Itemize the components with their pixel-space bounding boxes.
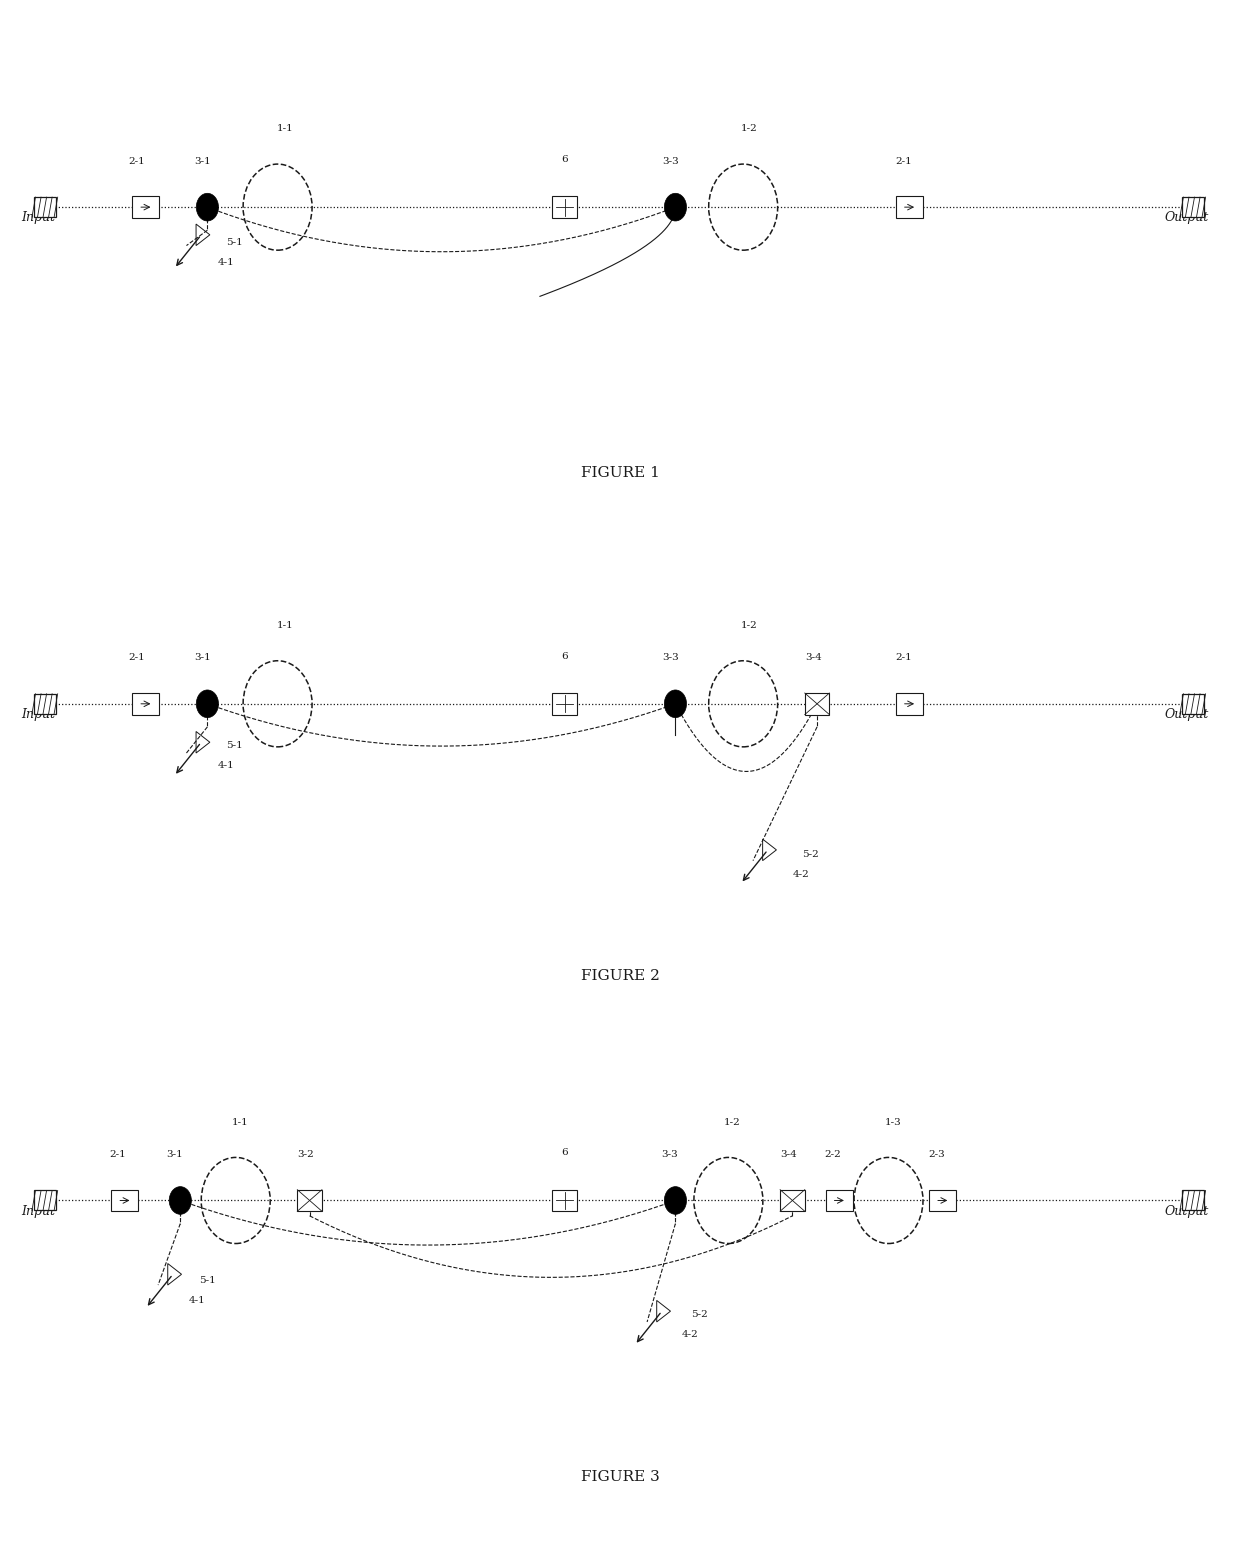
Bar	[552, 693, 577, 714]
Text: 2-1: 2-1	[895, 156, 911, 165]
Text: FIGURE 1: FIGURE 1	[580, 467, 660, 481]
Text: 2-3: 2-3	[929, 1150, 945, 1160]
Text: 1-2: 1-2	[742, 621, 758, 631]
Text: 3-3: 3-3	[662, 654, 678, 662]
Bar	[826, 1190, 853, 1211]
Circle shape	[665, 690, 687, 717]
Text: 1-1: 1-1	[277, 621, 294, 631]
Text: 5-1: 5-1	[198, 1275, 216, 1285]
Circle shape	[196, 690, 218, 717]
Text: 3-1: 3-1	[195, 156, 211, 165]
Text: 6: 6	[562, 652, 568, 660]
Bar	[133, 196, 160, 218]
Text: 2-2: 2-2	[825, 1150, 842, 1160]
Text: 1-2: 1-2	[742, 124, 758, 133]
Text: Input: Input	[21, 708, 56, 720]
Text: 2-1: 2-1	[129, 654, 145, 662]
Circle shape	[169, 1187, 191, 1214]
Text: 3-4: 3-4	[805, 654, 822, 662]
Text: 4-1: 4-1	[217, 258, 234, 267]
Text: 1-2: 1-2	[724, 1118, 740, 1127]
Text: 1-3: 1-3	[885, 1118, 901, 1127]
Bar	[1182, 1190, 1204, 1211]
Text: 4-2: 4-2	[682, 1330, 698, 1339]
Text: 4-1: 4-1	[188, 1296, 206, 1305]
Bar	[1182, 694, 1204, 714]
Text: Output: Output	[1164, 1204, 1209, 1218]
Text: 1-1: 1-1	[277, 124, 294, 133]
Bar	[133, 693, 160, 714]
Text: 3-4: 3-4	[780, 1150, 797, 1160]
Text: 2-1: 2-1	[129, 156, 145, 165]
Text: 5-1: 5-1	[226, 741, 243, 750]
Bar	[929, 1190, 956, 1211]
Bar	[805, 693, 830, 714]
Circle shape	[665, 1187, 687, 1214]
Text: 2-1: 2-1	[895, 654, 911, 662]
Text: Input: Input	[21, 1204, 56, 1218]
Text: 1-1: 1-1	[232, 1118, 249, 1127]
Text: 3-3: 3-3	[662, 156, 678, 165]
Text: Input: Input	[21, 212, 56, 224]
Text: 3-3: 3-3	[661, 1150, 677, 1160]
Circle shape	[196, 193, 218, 221]
Bar	[895, 196, 923, 218]
Bar	[33, 198, 56, 216]
Text: 5-1: 5-1	[226, 238, 243, 247]
Bar	[33, 1190, 56, 1211]
Bar	[1182, 198, 1204, 216]
Text: 6: 6	[562, 1149, 568, 1158]
Bar	[895, 693, 923, 714]
Text: Output: Output	[1164, 212, 1209, 224]
Text: Output: Output	[1164, 708, 1209, 720]
Text: 4-1: 4-1	[217, 761, 234, 770]
Text: 3-2: 3-2	[298, 1150, 314, 1160]
Bar	[552, 196, 577, 218]
Bar	[33, 694, 56, 714]
Text: 3-1: 3-1	[166, 1150, 182, 1160]
Text: 3-1: 3-1	[195, 654, 211, 662]
Circle shape	[665, 193, 687, 221]
Bar	[780, 1190, 805, 1211]
Bar	[298, 1190, 322, 1211]
Text: 5-2: 5-2	[692, 1309, 708, 1319]
Bar	[552, 1190, 577, 1211]
Bar	[112, 1190, 139, 1211]
Text: 5-2: 5-2	[802, 850, 820, 860]
Text: 6: 6	[562, 155, 568, 164]
Text: FIGURE 3: FIGURE 3	[580, 1470, 660, 1484]
Text: FIGURE 2: FIGURE 2	[580, 969, 660, 983]
Text: 2-1: 2-1	[109, 1150, 125, 1160]
Text: 4-2: 4-2	[792, 870, 810, 880]
